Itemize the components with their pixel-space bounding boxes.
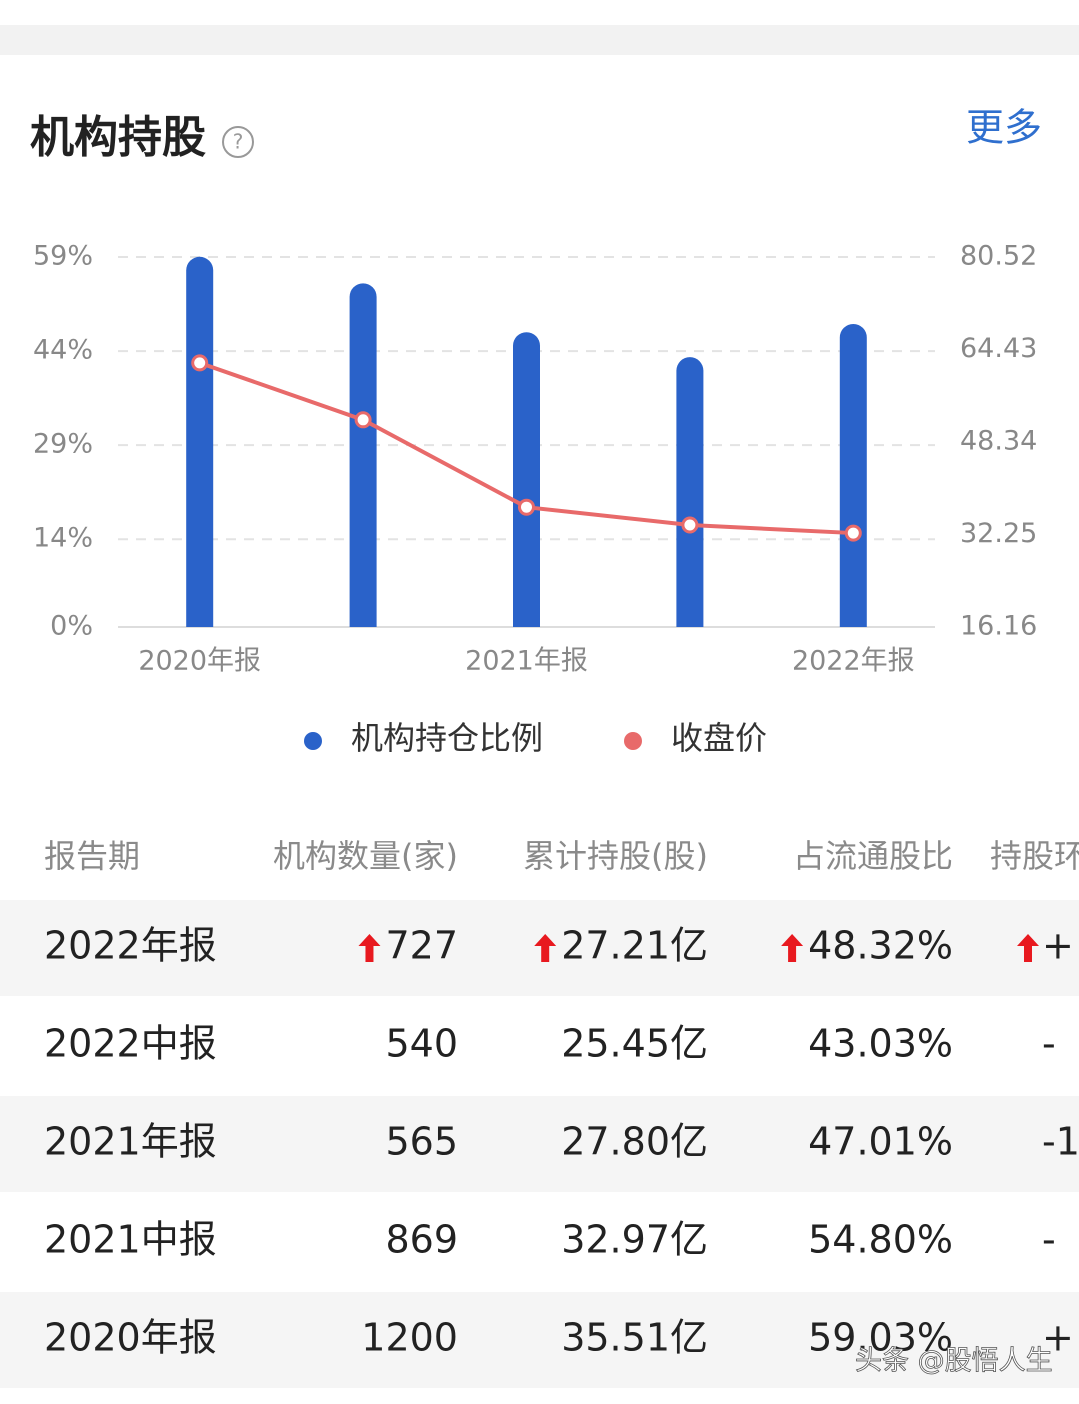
up-arrow [358, 934, 381, 962]
table-cell: 2021中报 [44, 1218, 217, 1262]
table-cell: + [1042, 1316, 1074, 1360]
table-cell: 2022年报 [44, 924, 217, 968]
table-cell: 47.01% [808, 1120, 953, 1164]
top-band [0, 25, 1079, 55]
up-arrow [1017, 934, 1039, 962]
more-link[interactable]: 更多 [966, 106, 1042, 150]
column-header: 报告期 [44, 837, 140, 875]
table-cell: - [1042, 1022, 1056, 1066]
section-title: 机构持股 [30, 112, 206, 163]
table-cell: 35.51亿 [561, 1316, 708, 1360]
y-tick-label: 0% [50, 611, 93, 642]
up-arrow [781, 934, 804, 962]
table-cell: 869 [385, 1218, 458, 1262]
help-icon[interactable] [222, 126, 254, 158]
table-cell: -1 [1042, 1120, 1079, 1164]
table-cell: 25.45亿 [561, 1022, 708, 1066]
table-cell: 2020年报 [44, 1316, 217, 1360]
row-background [0, 1292, 1079, 1388]
column-header: 累计持股(股) [523, 837, 708, 875]
table-cell: 54.80% [808, 1218, 953, 1262]
bar [676, 357, 704, 627]
price-point [191, 354, 209, 372]
column-header: 机构数量(家) [273, 837, 458, 875]
table-cell: + [1042, 924, 1074, 968]
row-background [0, 900, 1079, 996]
table-cell: 2021年报 [44, 1120, 217, 1164]
column-header: 持股环 [990, 837, 1079, 875]
y2-tick-label: 64.43 [960, 333, 1037, 364]
bar [513, 332, 540, 627]
y2-tick-label: 48.34 [960, 426, 1037, 457]
up-arrow [534, 934, 557, 962]
table-cell: 540 [385, 1022, 458, 1066]
table-cell: 48.32% [808, 924, 953, 968]
table-cell: 43.03% [808, 1022, 953, 1066]
price-point [844, 524, 862, 542]
table-cell: 59.03% [808, 1316, 953, 1360]
y2-tick-label: 32.25 [960, 518, 1037, 549]
x-tick-label: 2021年报 [465, 646, 588, 677]
x-tick-label: 2022年报 [792, 646, 915, 677]
help-mark[interactable]: ? [233, 130, 244, 154]
table-cell: 27.80亿 [561, 1120, 708, 1164]
legend-label: 机构持仓比例 [351, 719, 543, 757]
bar [186, 256, 214, 627]
table-cell: 565 [385, 1120, 458, 1164]
y2-tick-label: 80.52 [960, 241, 1037, 272]
bar [349, 283, 377, 627]
table-cell: 1200 [361, 1316, 458, 1360]
bar [839, 323, 867, 627]
legend-dot [624, 732, 642, 750]
price-point [681, 516, 699, 534]
y-tick-label: 59% [33, 241, 93, 272]
price-point [518, 498, 535, 516]
row-background [0, 1096, 1079, 1192]
column-header: 占流通股比 [793, 837, 953, 875]
legend-dot [304, 732, 322, 750]
y-tick-label: 44% [33, 335, 93, 366]
y-tick-label: 29% [33, 429, 93, 460]
table-cell: - [1042, 1218, 1056, 1262]
legend-label: 收盘价 [671, 719, 767, 757]
x-tick-label: 2020年报 [138, 646, 261, 677]
table-cell: 27.21亿 [561, 924, 708, 968]
price-point [354, 411, 372, 429]
table-cell: 32.97亿 [561, 1218, 708, 1262]
watermark: 头条 @股悟人生 [855, 1346, 1053, 1377]
y-tick-label: 14% [33, 523, 93, 554]
table-cell: 2022中报 [44, 1022, 217, 1066]
table-cell: 727 [385, 924, 458, 968]
y2-tick-label: 16.16 [960, 611, 1037, 642]
